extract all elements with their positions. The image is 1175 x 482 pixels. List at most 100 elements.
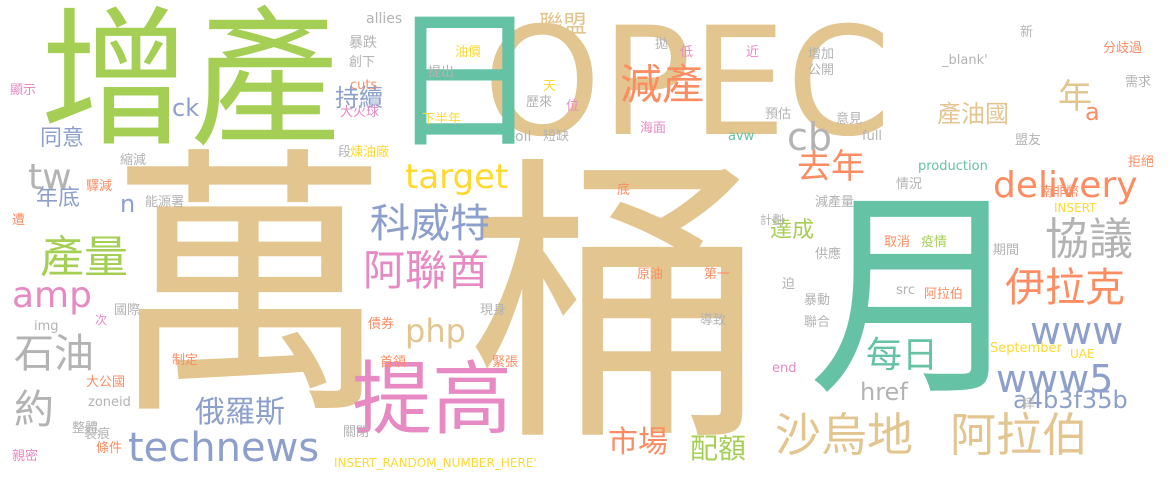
word-cloud-word: 聯盟 — [539, 10, 587, 38]
word-cloud-word: 國際 — [114, 303, 141, 318]
word-cloud-word: 阿拉伯 — [950, 408, 1088, 462]
word-cloud-word: 桶 — [468, 133, 768, 482]
word-cloud-word: oil — [515, 129, 532, 145]
word-cloud-word: 驛減 — [86, 179, 113, 194]
word-cloud-word: 年 — [1058, 77, 1092, 117]
word-cloud-word: 煉油廠 — [350, 145, 390, 160]
word-cloud-word: 近 — [746, 45, 760, 60]
word-cloud-word: amp — [12, 275, 92, 316]
word-cloud-word: 大公國 — [86, 375, 126, 390]
word-cloud-word: 能源署 — [145, 195, 185, 210]
word-cloud-word: href — [860, 378, 908, 406]
word-cloud-word: tw — [28, 157, 72, 198]
word-cloud-word: 持續 — [335, 84, 383, 112]
word-cloud-word: 位 — [566, 99, 580, 114]
word-cloud-word: 情況 — [896, 177, 923, 192]
word-cloud-word: 關閉 — [343, 425, 370, 440]
word-cloud-word: 債券 — [368, 317, 395, 332]
word-cloud-word: cuts — [350, 78, 378, 93]
word-cloud-word: 達成 — [770, 218, 815, 243]
word-cloud-word: production — [918, 159, 988, 174]
word-cloud-word: 迫 — [782, 277, 796, 292]
word-cloud-word: a — [1085, 98, 1100, 126]
word-cloud-word: 公開 — [808, 63, 835, 78]
word-cloud-word: 協議 — [1045, 214, 1133, 265]
word-cloud-word: 新 — [1020, 25, 1034, 40]
word-cloud-word: 去年 — [797, 147, 865, 187]
word-cloud-word: 條件 — [96, 441, 123, 456]
word-cloud-word: 第一 — [704, 267, 731, 282]
word-cloud-word: www5 — [996, 357, 1114, 401]
word-cloud-word: 提高 — [352, 353, 512, 446]
word-cloud-word: 制定 — [172, 353, 199, 368]
word-cloud-word: 萬 — [108, 124, 390, 453]
word-cloud-word: zoneid — [88, 395, 131, 410]
word-cloud-word: 南非幣 — [1040, 185, 1080, 200]
word-cloud-word: 分歧過 — [1103, 41, 1143, 56]
word-cloud-word: target — [405, 157, 509, 197]
word-cloud-word: 海面 — [640, 121, 667, 136]
word-cloud-word: _blank' — [942, 53, 988, 68]
word-cloud-word: www — [1030, 309, 1124, 353]
word-cloud-word: 約 — [14, 387, 54, 433]
word-cloud-word: cb — [787, 115, 833, 159]
word-cloud-word: 增加 — [808, 47, 835, 62]
word-cloud-word: 原油 — [637, 267, 664, 282]
word-cloud-word: 提出 — [428, 65, 455, 80]
word-cloud-word: 油價 — [455, 45, 482, 60]
word-cloud-word: 減產量 — [815, 195, 855, 210]
word-cloud-word: ck — [172, 94, 200, 122]
word-cloud-word: 俄羅斯 — [195, 395, 285, 430]
word-cloud-word: 市場 — [608, 425, 668, 460]
word-cloud-word: 摔 — [1022, 397, 1036, 412]
word-cloud-word: img — [34, 319, 59, 334]
word-cloud-word: full — [862, 129, 883, 144]
word-cloud-word: 年底 — [36, 186, 81, 211]
word-cloud-word: a4b3f35b — [1013, 386, 1128, 414]
word-cloud-word: delivery — [993, 165, 1138, 206]
word-cloud-word: 科威特 — [370, 201, 490, 247]
word-cloud-word: 盟友 — [1015, 133, 1042, 148]
word-cloud-word: 產油國 — [937, 100, 1009, 128]
word-cloud-word: 下半年 — [422, 112, 462, 127]
word-cloud-word: 遭 — [12, 213, 26, 228]
word-cloud-word: 歷來 — [526, 95, 553, 110]
word-cloud-word: 石油 — [14, 331, 94, 377]
word-cloud-word: OPEC — [483, 0, 892, 170]
word-cloud-word: 次 — [95, 313, 108, 327]
word-cloud-word: 天 — [543, 79, 557, 94]
word-cloud-word: 同意 — [40, 126, 85, 151]
word-cloud-word: 創下 — [349, 55, 376, 70]
word-cloud-word: 拒絕 — [1128, 155, 1155, 170]
word-cloud-word: n — [120, 190, 136, 218]
word-cloud-word: 配額 — [690, 432, 747, 465]
word-cloud-word: 整體 — [72, 421, 99, 436]
word-cloud-word: end — [772, 361, 797, 376]
word-cloud-word: 底 — [617, 183, 631, 198]
word-cloud-word: 沙烏地 — [775, 408, 913, 462]
word-cloud-word: 聯合 — [804, 315, 831, 330]
word-cloud-word: 供應 — [815, 247, 842, 262]
word-cloud-word: 首領 — [380, 355, 407, 370]
word-cloud-word: avw — [728, 129, 755, 144]
word-cloud-word: 短缺 — [543, 129, 570, 144]
word-cloud-word: 日 — [388, 0, 540, 170]
word-cloud-word: 需求 — [1125, 75, 1152, 90]
word-cloud-word: 伊拉克 — [1005, 265, 1125, 311]
word-cloud-word: 裂痕 — [84, 427, 111, 442]
word-cloud-word: php — [405, 312, 466, 350]
word-cloud-word: 計劃 — [760, 213, 785, 227]
word-cloud-word: 產量 — [40, 232, 128, 283]
word-cloud-word: 顯示 — [10, 83, 37, 98]
word-cloud-word: INSERT_RANDOM_NUMBER_HERE' — [334, 456, 537, 470]
word-cloud-word: 期間 — [993, 243, 1020, 258]
word-cloud-word: 段 — [338, 145, 352, 160]
word-cloud-word: 暴動 — [804, 293, 831, 308]
word-cloud-word: 大火球 — [340, 105, 380, 120]
word-cloud-word: 縮減 — [120, 153, 147, 168]
word-cloud-word: 疫情 — [921, 235, 948, 250]
word-cloud-word: 低 — [680, 45, 694, 60]
word-cloud-word: 阿拉伯 — [924, 287, 964, 302]
word-cloud-word: 意見 — [836, 112, 863, 127]
